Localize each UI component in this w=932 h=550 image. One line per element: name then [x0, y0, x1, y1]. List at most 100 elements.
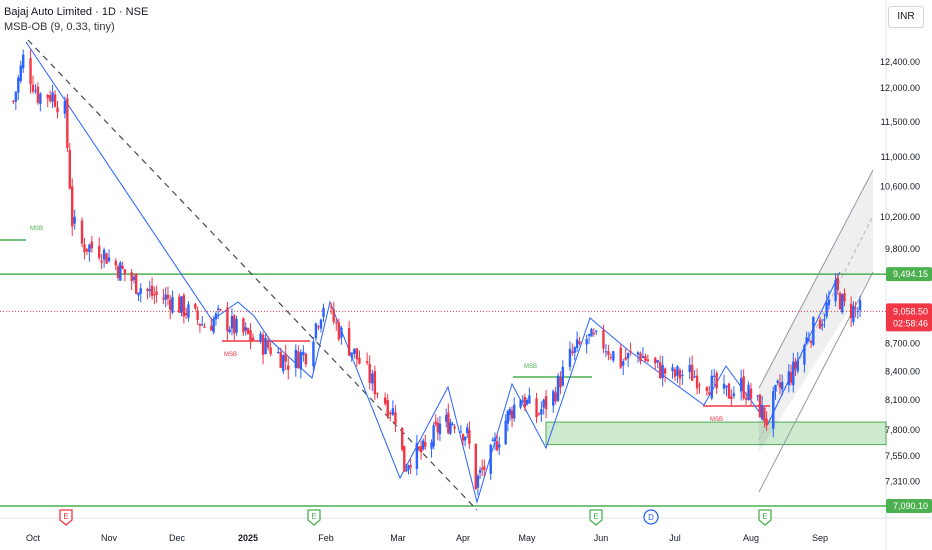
- candle-body: [294, 349, 298, 368]
- candle-body: [405, 469, 408, 472]
- currency-button[interactable]: INR: [888, 6, 924, 28]
- candle-body: [155, 291, 158, 295]
- candle-body: [592, 332, 596, 334]
- earnings-marker-label: E: [311, 512, 316, 521]
- candle-body: [407, 465, 410, 470]
- candle-body: [83, 244, 86, 253]
- candle-body: [48, 95, 52, 101]
- candle-body: [166, 294, 170, 299]
- candle-body: [269, 347, 272, 355]
- candle-body: [587, 334, 591, 336]
- candle-body: [774, 384, 777, 392]
- candle-body: [146, 288, 149, 291]
- candle-body: [838, 293, 842, 310]
- candle-body: [478, 470, 482, 473]
- candle-body: [164, 294, 167, 300]
- candle-body: [708, 392, 711, 395]
- candle-body: [561, 366, 565, 386]
- candle-body: [715, 373, 718, 389]
- candle-body: [508, 408, 512, 415]
- candle-body: [727, 383, 731, 399]
- candle-body: [434, 421, 437, 425]
- order-block-zone: [545, 421, 887, 446]
- price-tick-label: 7,800.00: [885, 425, 920, 435]
- candle-body: [474, 443, 477, 489]
- candle-body: [619, 347, 622, 368]
- candle-body: [537, 413, 541, 415]
- candle-body: [856, 311, 860, 313]
- candle-body: [119, 262, 122, 281]
- candle-body: [778, 382, 782, 388]
- candle-body: [383, 397, 387, 404]
- candle-body: [654, 357, 657, 364]
- candle-body: [210, 325, 213, 331]
- candle-body: [121, 265, 124, 269]
- candle-body: [235, 318, 238, 333]
- candle-body: [424, 442, 427, 447]
- candle-body: [284, 353, 287, 362]
- candle-body: [347, 328, 351, 356]
- candle-body: [51, 92, 54, 102]
- candle-body: [585, 339, 588, 345]
- candle-body: [646, 359, 650, 362]
- candle-body: [66, 98, 69, 148]
- candle-body: [438, 423, 442, 435]
- time-tick-label: Jun: [594, 533, 609, 543]
- candle-body: [203, 326, 206, 328]
- candle-body: [641, 356, 645, 359]
- candle-body: [319, 319, 323, 329]
- candle-body: [276, 351, 280, 353]
- candle-body: [489, 444, 492, 474]
- candle-body: [421, 440, 425, 450]
- candle-body: [624, 357, 627, 360]
- msb-label: MSB: [30, 226, 43, 232]
- candle-body: [135, 273, 138, 294]
- candle-body: [772, 391, 775, 429]
- candle-body: [612, 351, 615, 361]
- candle-body: [823, 319, 826, 321]
- earnings-marker-label: E: [63, 512, 68, 521]
- candle-body: [693, 376, 696, 378]
- candle-body: [812, 317, 815, 345]
- candle-body: [180, 296, 183, 313]
- candle-body: [602, 329, 605, 349]
- time-tick-label: Aug: [743, 533, 759, 543]
- candle-body: [554, 392, 557, 402]
- candle-body: [230, 316, 234, 329]
- time-tick-label: Jul: [669, 533, 681, 543]
- candle-body: [46, 94, 49, 99]
- candle-body: [114, 260, 117, 266]
- level-badge-label: 9,494.15: [893, 269, 928, 279]
- candle-body: [368, 363, 371, 383]
- candle-body: [595, 330, 598, 332]
- earnings-marker: [59, 509, 73, 526]
- candle-body: [849, 303, 853, 319]
- level-badge-label: 7,090.10: [893, 501, 928, 511]
- candle-body: [409, 464, 412, 468]
- indicator-legend[interactable]: MSB-OB (9, 0.33, tiny): [4, 21, 115, 33]
- candle-body: [713, 375, 716, 377]
- candle-body: [169, 299, 172, 310]
- candle-body: [123, 269, 127, 275]
- candle-body: [528, 395, 531, 404]
- candle-body: [17, 77, 20, 93]
- countdown-label: 02:58:46: [893, 318, 928, 328]
- candle-body: [568, 348, 572, 367]
- candle-body: [233, 315, 236, 334]
- candle-body: [510, 410, 514, 419]
- candle-body: [353, 348, 356, 354]
- candle-body: [607, 351, 610, 355]
- candle-body: [314, 323, 318, 339]
- price-tick-label: 9,800.00: [885, 244, 920, 254]
- candle-body: [29, 58, 32, 85]
- candle-body: [809, 341, 813, 343]
- candle-body: [358, 357, 361, 364]
- candle-body: [695, 375, 699, 389]
- candle-body: [200, 324, 204, 326]
- candle-body: [148, 289, 151, 291]
- candle-body: [261, 334, 265, 355]
- candle-body: [491, 439, 495, 441]
- candle-body: [559, 377, 562, 388]
- level-badge: [886, 499, 932, 513]
